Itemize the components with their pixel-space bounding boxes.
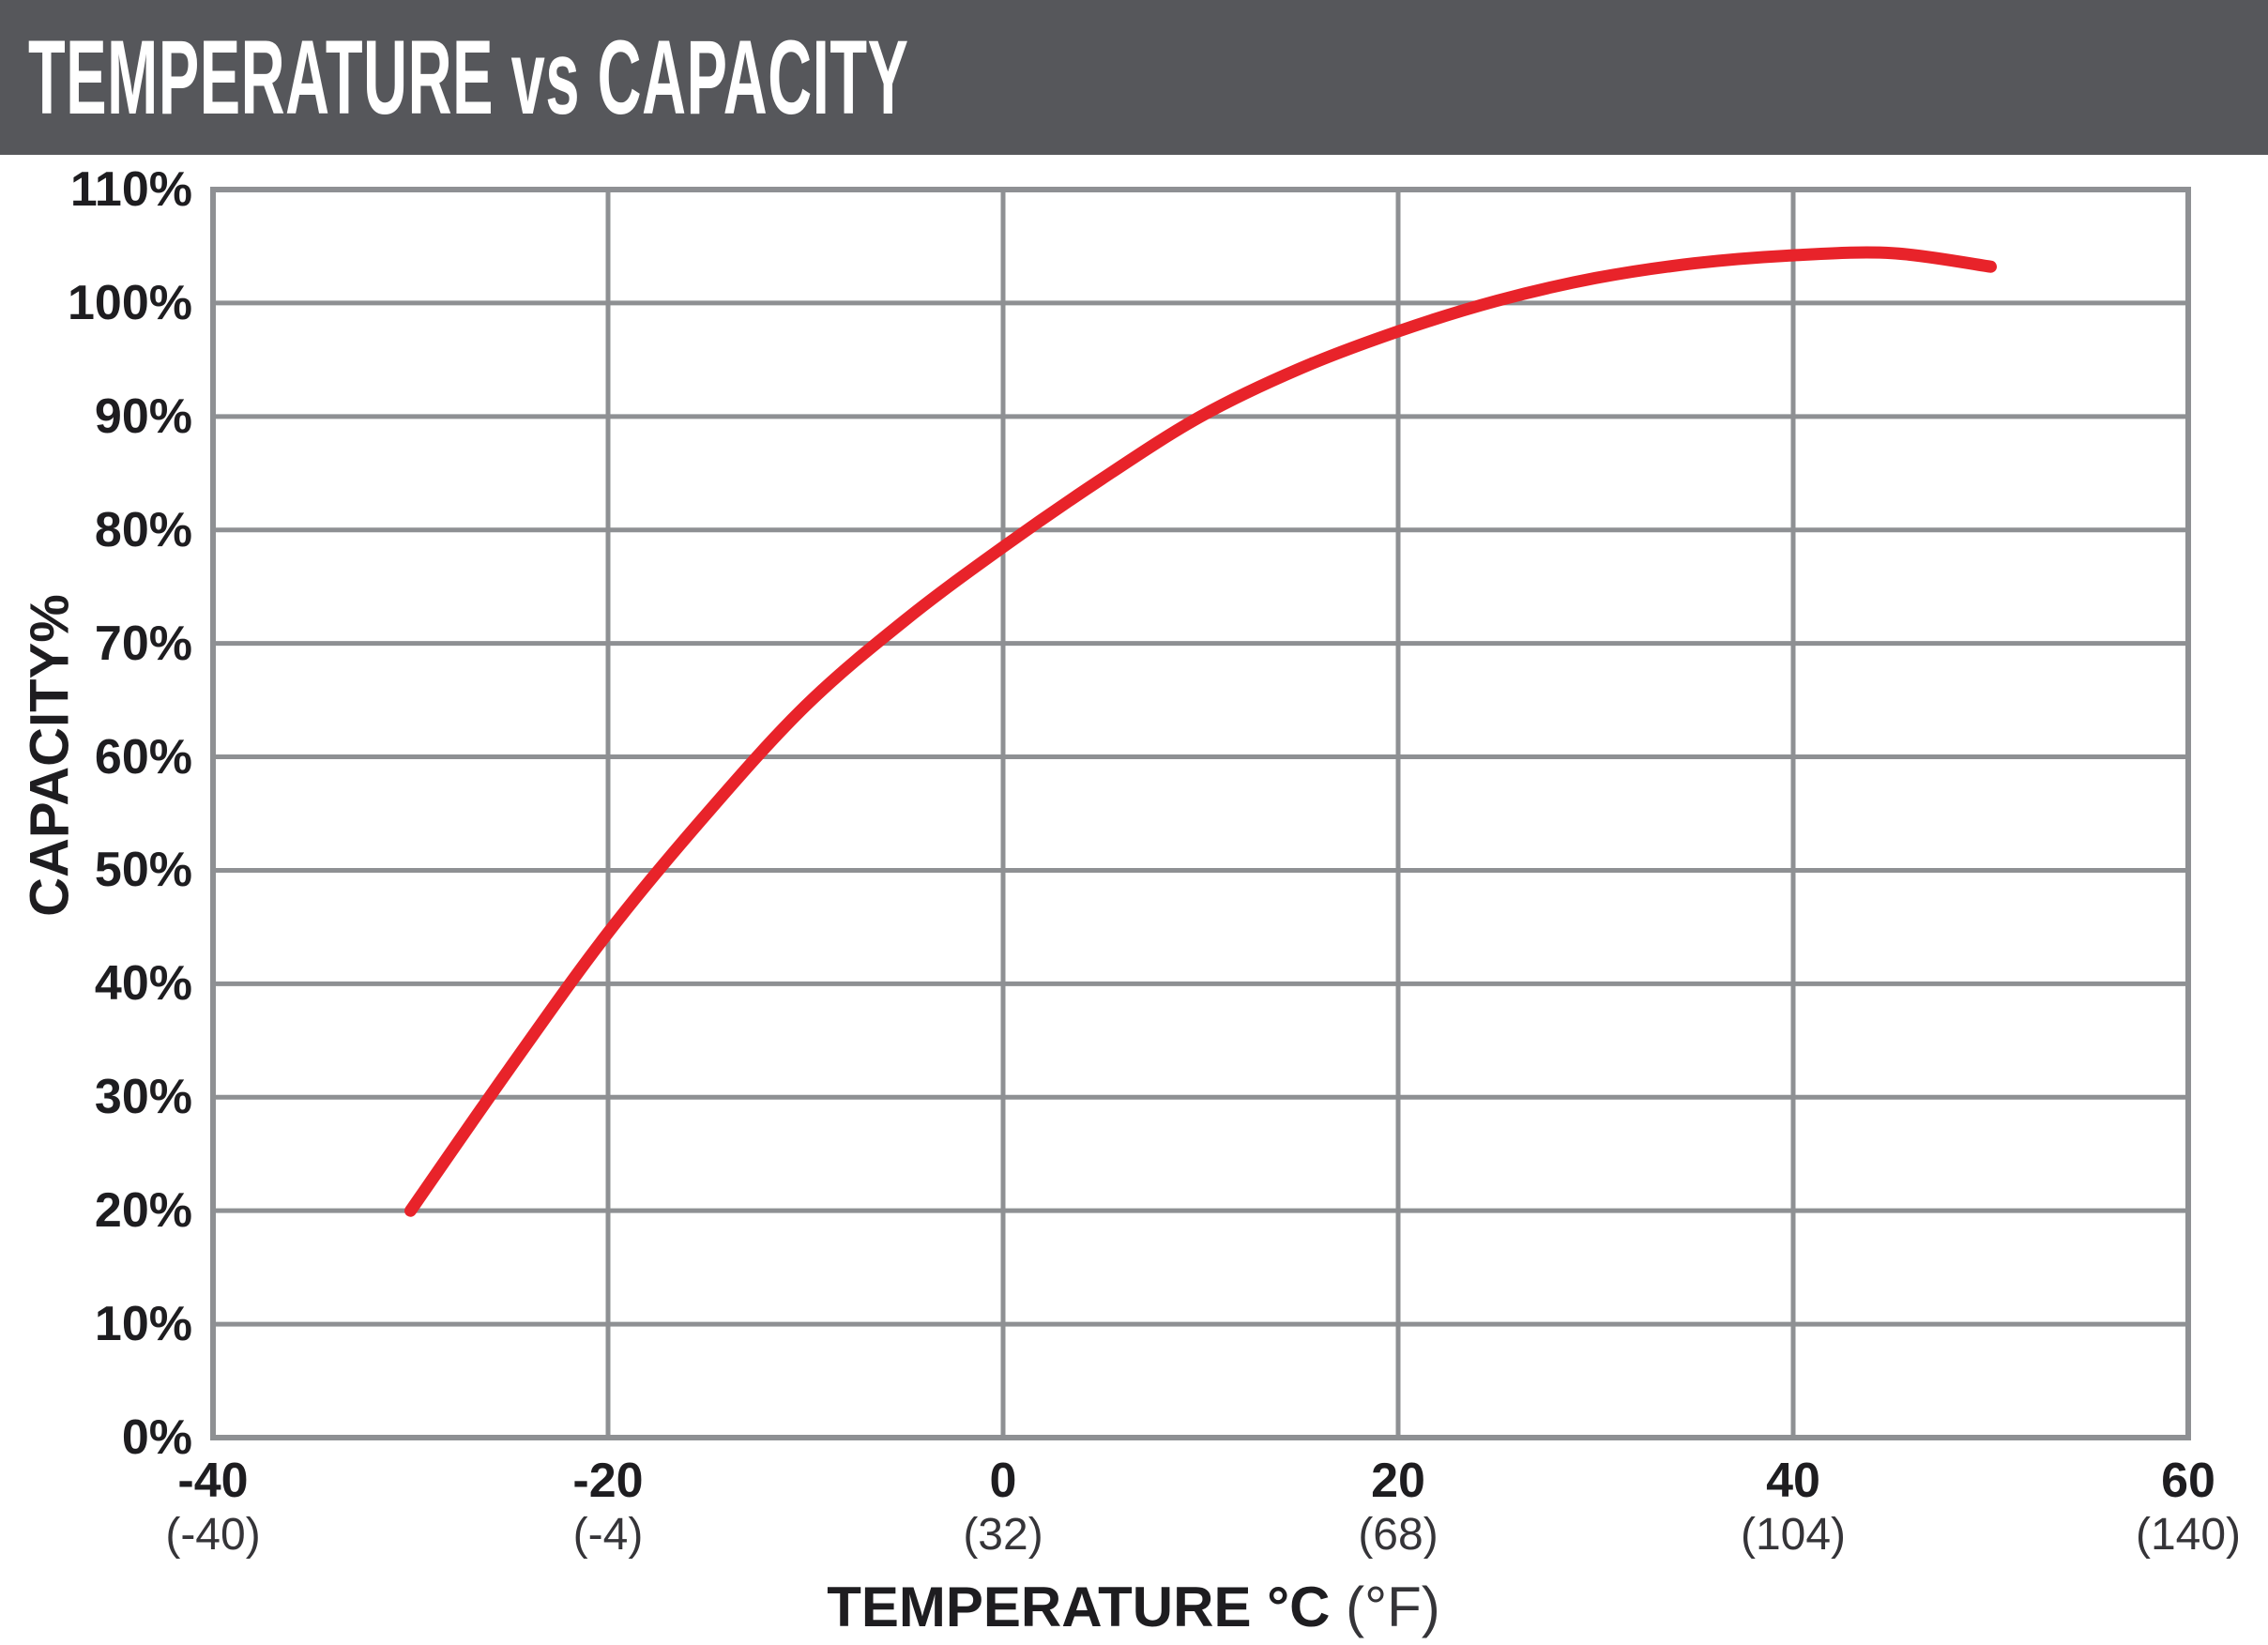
x-axis-title-fahrenheit: (°F) [1346, 1576, 1440, 1638]
y-tick-label: 70% [94, 616, 192, 671]
x-tick-label-celsius: -20 [572, 1454, 644, 1508]
vertical-gridlines [210, 190, 2191, 1438]
x-tick-label-fahrenheit: (104) [1740, 1510, 1847, 1560]
y-tick-label: 60% [94, 729, 192, 784]
y-tick-label: 30% [94, 1070, 192, 1125]
y-tick-label: 110% [69, 162, 192, 217]
x-axis-title-celsius: TEMPERATURE °C [827, 1576, 1331, 1638]
horizontal-gridlines [213, 187, 2188, 1440]
x-tick-label-fahrenheit: (140) [2135, 1510, 2242, 1560]
y-tick-label: 50% [94, 843, 192, 898]
capacity-curve [404, 246, 1997, 1217]
x-tick-label-celsius: 20 [1371, 1454, 1425, 1508]
x-tick-label-celsius: 0 [989, 1454, 1017, 1508]
y-tick-label: 10% [94, 1297, 192, 1352]
chart-header-bar: TEMPERATURE vs CAPACITY [0, 0, 2268, 155]
plot-border [210, 187, 2191, 1440]
y-tick-label: 0% [121, 1410, 192, 1465]
y-tick-label: 40% [94, 956, 192, 1012]
x-tick-label-fahrenheit: (32) [963, 1510, 1043, 1560]
x-tick-label-fahrenheit: (68) [1358, 1510, 1438, 1560]
x-tick-label-fahrenheit: (-4) [572, 1510, 644, 1560]
y-tick-label: 100% [68, 275, 192, 330]
chart-title: TEMPERATURE vs CAPACITY [28, 19, 909, 136]
x-tick-label-celsius: 40 [1766, 1454, 1820, 1508]
x-tick-label-celsius: -40 [177, 1454, 249, 1508]
x-tick-label-celsius: 60 [2161, 1454, 2215, 1508]
y-tick-label: 80% [94, 502, 192, 557]
y-tick-label: 90% [94, 388, 192, 444]
y-tick-label: 20% [94, 1183, 192, 1239]
x-axis-title: TEMPERATURE °C (°F) [827, 1575, 1440, 1639]
x-tick-label-fahrenheit: (-40) [165, 1510, 261, 1560]
y-axis-title: CAPACITY% [19, 594, 81, 917]
